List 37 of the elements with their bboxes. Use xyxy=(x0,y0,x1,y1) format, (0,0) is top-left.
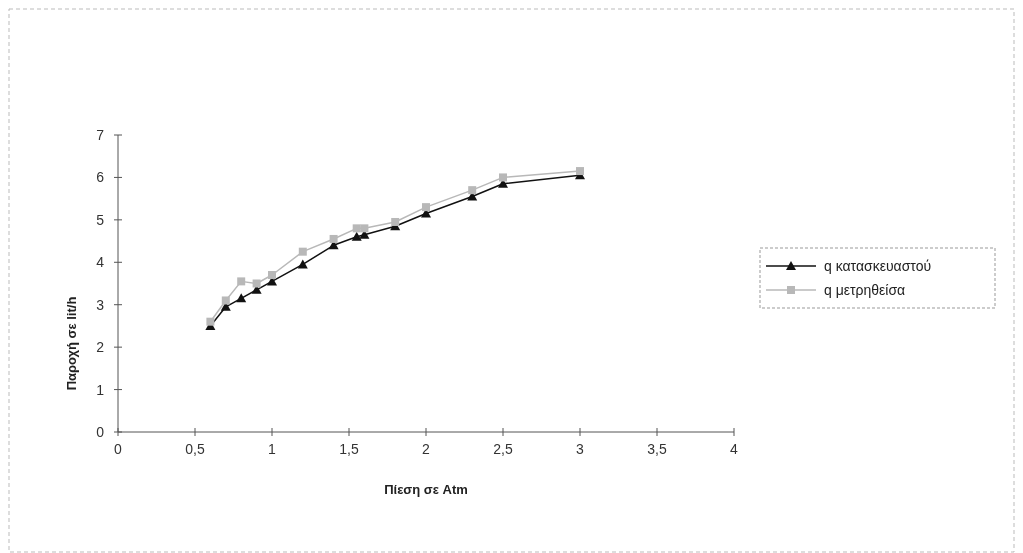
y-tick-label: 0 xyxy=(96,424,105,440)
y-tick-label: 4 xyxy=(96,254,105,271)
point xyxy=(236,293,247,303)
x-tick-label: 1 xyxy=(268,441,277,457)
point xyxy=(237,277,246,286)
x-tick-label: 0 xyxy=(114,441,123,457)
point xyxy=(329,234,338,243)
point xyxy=(221,296,230,305)
point xyxy=(391,217,400,226)
point xyxy=(351,231,362,241)
point xyxy=(252,279,261,288)
x-tick-label: 2 xyxy=(422,441,431,457)
x-tick-label: 4 xyxy=(730,441,739,457)
y-tick-label: 3 xyxy=(96,296,105,313)
point xyxy=(268,271,276,280)
point xyxy=(298,247,307,256)
x-tick-label: 0,5 xyxy=(185,441,205,457)
x-axis-title: Πίεση σε Atm xyxy=(384,482,468,497)
y-tick-label: 7 xyxy=(96,127,105,143)
point xyxy=(360,224,369,233)
x-tick-label: 3 xyxy=(576,441,585,457)
x-tick-label: 1,5 xyxy=(339,441,359,457)
y-tick-label: 1 xyxy=(96,381,105,398)
y-tick-label: 2 xyxy=(96,339,105,356)
point xyxy=(422,203,430,212)
x-tick-label: 3,5 xyxy=(647,441,667,457)
legend-label: q μετρηθείσα xyxy=(824,282,906,298)
y-tick-label: 5 xyxy=(96,211,105,228)
y-tick-label: 6 xyxy=(96,169,105,186)
point xyxy=(206,317,215,326)
point xyxy=(297,259,308,269)
point xyxy=(468,186,477,195)
y-axis-title: Παροχή σε lit/h xyxy=(64,296,79,391)
x-tick-label: 2,5 xyxy=(493,441,513,457)
point xyxy=(576,167,584,176)
point xyxy=(499,173,507,182)
legend-label: q κατασκευαστού xyxy=(824,258,932,274)
